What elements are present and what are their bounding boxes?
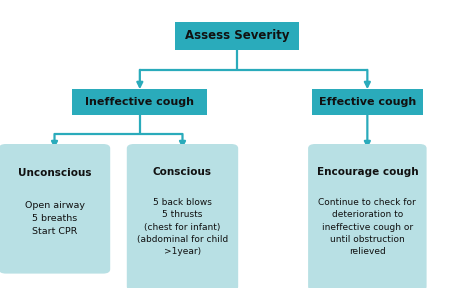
Text: Continue to check for
deterioration to
ineffective cough or
until obstruction
re: Continue to check for deterioration to i… <box>319 198 416 256</box>
Text: Conscious: Conscious <box>153 167 212 177</box>
Text: Assess Severity: Assess Severity <box>185 29 289 43</box>
Text: Ineffective cough: Ineffective cough <box>85 97 194 107</box>
FancyBboxPatch shape <box>72 89 207 115</box>
Text: Open airway
5 breaths
Start CPR: Open airway 5 breaths Start CPR <box>25 201 84 236</box>
FancyBboxPatch shape <box>0 144 110 274</box>
FancyBboxPatch shape <box>175 22 299 50</box>
FancyBboxPatch shape <box>311 89 423 115</box>
Text: Encourage cough: Encourage cough <box>317 167 418 177</box>
FancyBboxPatch shape <box>127 144 238 288</box>
Text: 5 back blows
5 thrusts
(chest for infant)
(abdominal for child
>1year): 5 back blows 5 thrusts (chest for infant… <box>137 198 228 256</box>
Text: Unconscious: Unconscious <box>18 168 91 177</box>
Text: Effective cough: Effective cough <box>319 97 416 107</box>
FancyBboxPatch shape <box>308 144 427 288</box>
